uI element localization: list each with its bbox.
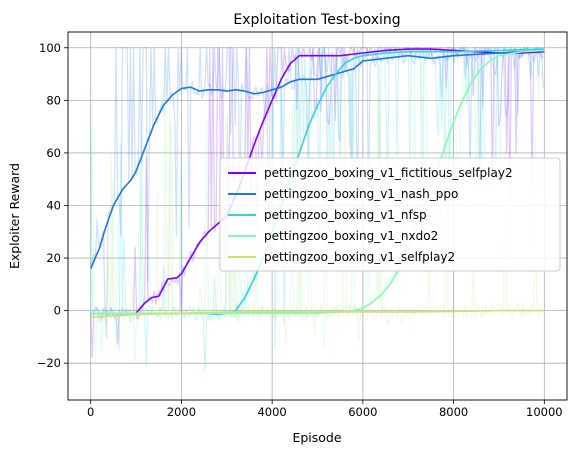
x-tick-label: 6000	[348, 405, 377, 419]
noise-trace-4	[90, 71, 544, 343]
series-line-4	[90, 309, 545, 318]
x-tick-label: 2000	[167, 405, 196, 419]
x-tick-label: 4000	[257, 405, 286, 419]
series-line-0	[90, 48, 545, 315]
legend-label: pettingzoo_boxing_v1_nxdo2	[264, 229, 438, 243]
chart-title: Exploitation Test-boxing	[233, 12, 400, 28]
x-axis-label: Episode	[292, 430, 341, 445]
legend-label: pettingzoo_boxing_v1_selfplay2	[264, 250, 455, 264]
y-tick-label: 40	[46, 198, 61, 212]
y-axis-label: Exploiter Reward	[7, 163, 22, 269]
y-tick-label: 20	[46, 251, 61, 265]
legend-box	[219, 157, 561, 272]
series-line-1	[89, 49, 545, 269]
legend-label: pettingzoo_boxing_v1_nfsp	[264, 208, 427, 222]
x-tick-label: 8000	[439, 405, 468, 419]
y-tick-label: 80	[46, 93, 61, 107]
legend: pettingzoo_boxing_v1_fictitious_selfplay…	[219, 157, 561, 272]
y-tick-label: 60	[46, 146, 61, 160]
y-tick-label: 100	[39, 41, 61, 55]
legend-label: pettingzoo_boxing_v1_nash_ppo	[264, 187, 458, 201]
axis-ticks: 0 2000 4000 6000 8000 10000 −20 0 20 40 60 80 100	[37, 41, 563, 419]
legend-label: pettingzoo_boxing_v1_fictitious_selfplay…	[264, 166, 513, 180]
y-tick-label: −20	[37, 356, 61, 370]
plot-frame	[67, 31, 568, 401]
y-tick-label: 0	[54, 304, 61, 318]
x-tick-label: 10000	[526, 405, 563, 419]
x-tick-label: 0	[87, 405, 94, 419]
